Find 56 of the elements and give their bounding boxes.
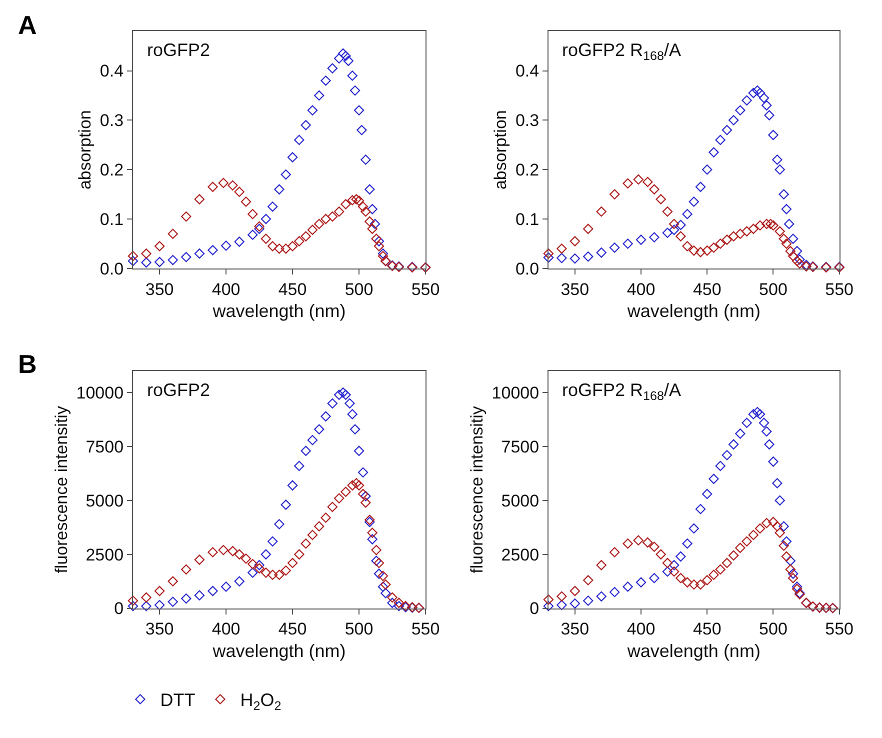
x-tick-label: 350 [560, 280, 590, 299]
y-tick-label: 0 [530, 599, 540, 618]
y-tick-label: 7500 [501, 438, 540, 456]
x-tick-label: 550 [411, 620, 440, 639]
x-tick-label: 350 [560, 620, 590, 639]
y-tick-label: 10000 [76, 384, 124, 403]
text: roGFP2 R$_{168}$/A [562, 380, 682, 403]
y-axis-title: absorption [490, 110, 510, 190]
x-tick-label: 400 [212, 280, 240, 299]
x-tick-label: 450 [692, 620, 722, 639]
x-tick-label: 500 [344, 620, 374, 639]
x-tick-label: 500 [759, 280, 788, 299]
y-tick-label: 0 [114, 599, 124, 618]
y-axis-title: fluorescence intensitiy [52, 406, 71, 574]
x-tick-label: 550 [825, 280, 854, 299]
x-tick-label: 450 [278, 280, 307, 299]
y-tick-label: 0.2 [100, 160, 124, 180]
x-tick-label: 550 [411, 280, 440, 299]
x-axis-title: wavelength (nm) [212, 640, 346, 661]
x-tick-label: 350 [145, 620, 174, 639]
y-axis-title: absorption [75, 110, 94, 190]
x-tick-label: 550 [825, 620, 854, 639]
x-tick-label: 500 [759, 620, 788, 639]
legend-label: H$_{2}$O$_{2}$ [240, 690, 282, 713]
y-tick-label: 0.1 [515, 210, 540, 229]
text: B [18, 349, 37, 379]
y-tick-label: 5000 [86, 491, 124, 510]
x-tick-label: 500 [344, 280, 374, 299]
y-tick-label: 0.3 [515, 111, 540, 130]
y-tick-label: 0.1 [100, 210, 124, 229]
legend-label: DTT [160, 690, 196, 710]
x-axis-title: wavelength (nm) [626, 300, 760, 321]
y-tick-label: 10000 [492, 384, 540, 403]
y-tick-label: 7500 [86, 438, 124, 456]
x-axis-title: wavelength (nm) [212, 300, 346, 321]
y-tick-label: 0.2 [515, 160, 540, 180]
y-tick-label: 0.0 [515, 259, 540, 278]
y-tick-label: 0.4 [515, 62, 540, 81]
x-tick-label: 400 [626, 280, 656, 299]
x-tick-label: 350 [145, 280, 174, 299]
x-tick-label: 400 [626, 620, 656, 639]
text: roGFP2 R$_{168}$/A [562, 40, 682, 63]
y-tick-label: 2500 [86, 545, 124, 564]
y-tick-label: 5000 [501, 491, 540, 510]
text: A [18, 10, 37, 40]
y-tick-label: 2500 [501, 545, 540, 564]
y-tick-label: 0.3 [100, 111, 124, 130]
x-tick-label: 450 [278, 620, 307, 639]
x-tick-label: 450 [692, 280, 722, 299]
text: roGFP2 [147, 40, 210, 60]
text: roGFP2 [147, 380, 210, 400]
y-axis-title: fluorescence intensitiy [467, 406, 486, 574]
x-tick-label: 400 [212, 620, 240, 639]
y-tick-label: 0.4 [100, 62, 124, 81]
y-tick-label: 0.0 [100, 259, 124, 278]
x-axis-title: wavelength (nm) [626, 640, 760, 661]
